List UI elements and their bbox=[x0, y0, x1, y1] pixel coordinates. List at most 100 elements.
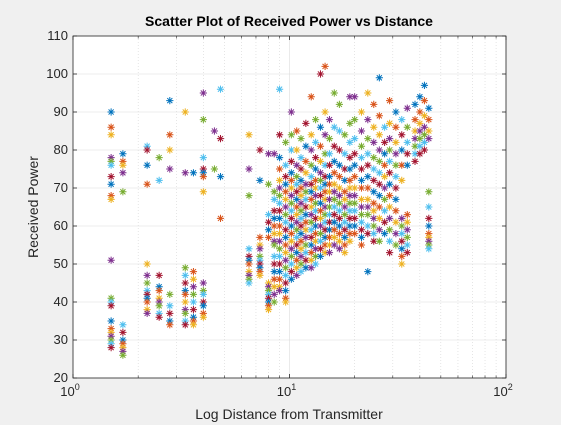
scatter-point bbox=[256, 245, 263, 252]
scatter-point bbox=[364, 173, 371, 180]
scatter-point bbox=[288, 200, 295, 207]
scatter-point bbox=[336, 200, 343, 207]
scatter-point bbox=[276, 253, 283, 260]
scatter-point bbox=[392, 196, 399, 203]
scatter-point bbox=[425, 127, 432, 134]
scatter-point bbox=[108, 317, 115, 324]
scatter-point bbox=[416, 150, 423, 157]
scatter-point bbox=[119, 162, 126, 169]
scatter-point bbox=[282, 287, 289, 294]
scatter-point bbox=[211, 127, 218, 134]
scatter-point bbox=[381, 207, 388, 214]
scatter-point bbox=[364, 150, 371, 157]
scatter-point bbox=[119, 352, 126, 359]
scatter-point bbox=[358, 177, 365, 184]
scatter-point bbox=[425, 222, 432, 229]
y-tick-label: 40 bbox=[54, 294, 68, 309]
scatter-point bbox=[217, 173, 224, 180]
scatter-point bbox=[404, 162, 411, 169]
scatter-point bbox=[381, 173, 388, 180]
scatter-point bbox=[200, 291, 207, 298]
scatter-point bbox=[364, 268, 371, 275]
scatter-point bbox=[282, 219, 289, 226]
scatter-point bbox=[392, 124, 399, 131]
scatter-point bbox=[358, 219, 365, 226]
scatter-point bbox=[392, 108, 399, 115]
scatter-point bbox=[416, 127, 423, 134]
scatter-point bbox=[376, 74, 383, 81]
scatter-point bbox=[358, 108, 365, 115]
scatter-point bbox=[282, 241, 289, 248]
scatter-point bbox=[370, 139, 377, 146]
scatter-point bbox=[276, 177, 283, 184]
scatter-point bbox=[297, 260, 304, 267]
scatter-point bbox=[190, 276, 197, 283]
scatter-point bbox=[297, 207, 304, 214]
scatter-point bbox=[282, 139, 289, 146]
scatter-point bbox=[398, 230, 405, 237]
scatter-point bbox=[381, 219, 388, 226]
scatter-point bbox=[317, 158, 324, 165]
scatter-point bbox=[381, 124, 388, 131]
scatter-point bbox=[326, 173, 333, 180]
scatter-point bbox=[346, 165, 353, 172]
scatter-point bbox=[312, 116, 319, 123]
scatter-point bbox=[297, 165, 304, 172]
scatter-point bbox=[308, 131, 315, 138]
scatter-point bbox=[317, 230, 324, 237]
scatter-point bbox=[282, 211, 289, 218]
scatter-point bbox=[386, 203, 393, 210]
scatter-point bbox=[144, 162, 151, 169]
scatter-point bbox=[425, 245, 432, 252]
scatter-point bbox=[282, 272, 289, 279]
scatter-point bbox=[200, 89, 207, 96]
scatter-point bbox=[386, 135, 393, 142]
scatter-point bbox=[308, 93, 315, 100]
scatter-point bbox=[144, 310, 151, 317]
scatter-point bbox=[302, 120, 309, 127]
scatter-point bbox=[370, 165, 377, 172]
scatter-point bbox=[200, 302, 207, 309]
scatter-point bbox=[398, 222, 405, 229]
scatter-point bbox=[119, 150, 126, 157]
scatter-point bbox=[182, 169, 189, 176]
scatter-point bbox=[297, 222, 304, 229]
scatter-point bbox=[331, 219, 338, 226]
scatter-point bbox=[271, 298, 278, 305]
scatter-point bbox=[336, 146, 343, 153]
scatter-point bbox=[276, 245, 283, 252]
scatter-point bbox=[288, 184, 295, 191]
scatter-point bbox=[144, 279, 151, 286]
scatter-point bbox=[190, 298, 197, 305]
y-tick-label: 90 bbox=[54, 104, 68, 119]
scatter-point bbox=[376, 158, 383, 165]
scatter-point bbox=[381, 230, 388, 237]
scatter-point bbox=[317, 184, 324, 191]
scatter-point bbox=[370, 177, 377, 184]
scatter-point bbox=[331, 158, 338, 165]
scatter-point bbox=[288, 222, 295, 229]
scatter-point bbox=[108, 181, 115, 188]
scatter-point bbox=[326, 162, 333, 169]
scatter-point bbox=[392, 173, 399, 180]
scatter-point bbox=[317, 253, 324, 260]
scatter-point bbox=[166, 291, 173, 298]
scatter-point bbox=[271, 291, 278, 298]
scatter-point bbox=[411, 158, 418, 165]
scatter-point bbox=[386, 215, 393, 222]
scatter-point bbox=[282, 188, 289, 195]
scatter-point bbox=[293, 146, 300, 153]
scatter-point bbox=[370, 101, 377, 108]
scatter-point bbox=[288, 245, 295, 252]
scatter-point bbox=[108, 162, 115, 169]
scatter-point bbox=[336, 245, 343, 252]
scatter-point bbox=[200, 188, 207, 195]
scatter-point bbox=[370, 207, 377, 214]
scatter-point bbox=[381, 150, 388, 157]
scatter-point bbox=[182, 321, 189, 328]
scatter-point bbox=[326, 249, 333, 256]
scatter-point bbox=[331, 124, 338, 131]
scatter-point bbox=[297, 184, 304, 191]
